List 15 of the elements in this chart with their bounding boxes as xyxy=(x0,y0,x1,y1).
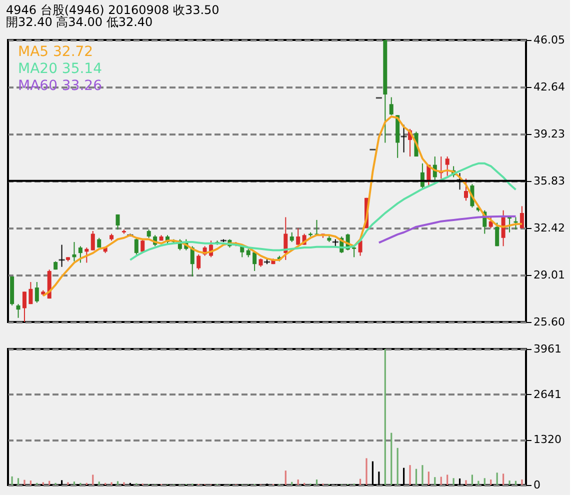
y-tick-label: 46.05 xyxy=(534,34,565,46)
text: MA20 35.14 xyxy=(18,61,102,77)
y-tick-label: 29.01 xyxy=(534,268,565,282)
y-tick-label: 39.23 xyxy=(534,128,565,141)
y-tick-label: 2641 xyxy=(534,388,562,401)
chart-subtitle: 開32.40 高34.00 低32.40 xyxy=(6,15,153,29)
y-tick-label: 35.83 xyxy=(534,174,565,188)
y-tick-label: 32.42 xyxy=(534,221,565,234)
chart-title: 4946 台股(4946) 20160908 收33.50 xyxy=(6,3,220,17)
y-tick-label: 0 xyxy=(534,478,540,492)
y-tick-label: 25.60 xyxy=(534,316,565,328)
y-tick-label: 3961 xyxy=(534,342,562,356)
y-tick-label: 1320 xyxy=(534,433,562,446)
y-tick-label: 42.64 xyxy=(534,80,565,94)
text: MA5 32.72 xyxy=(18,44,94,60)
